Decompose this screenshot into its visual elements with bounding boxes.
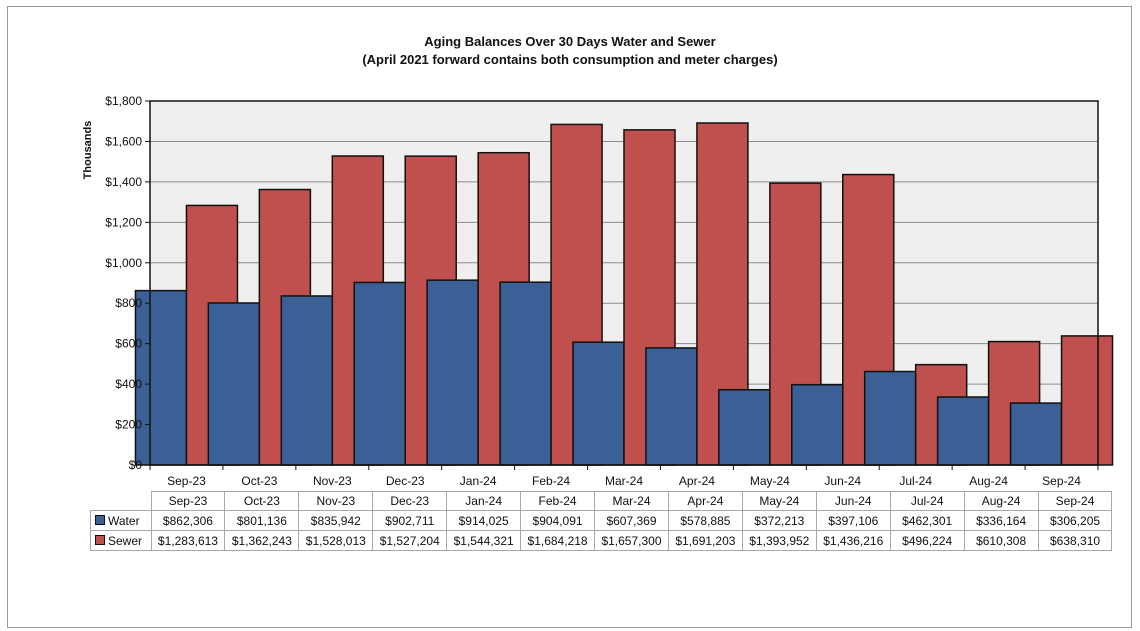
data-label: $1,684,218 [520,530,596,551]
data-label: $801,136 [224,510,300,531]
x-tick-label: Jun-24 [824,474,861,488]
legend-entry: Sewer [90,530,152,551]
x-tick-label: Oct-23 [241,474,277,488]
table-row: Water $862,306 $801,136 $835,942 $902,711 $91… [90,510,1113,531]
x-tick-label: May-24 [750,474,790,488]
data-label: $1,362,243 [224,530,300,551]
data-label: $372,213 [741,510,817,531]
y-tick-label: $1,400 [105,175,142,189]
data-label: $496,224 [889,530,965,551]
data-label: $638,310 [1037,530,1113,551]
chart-subtitle: (April 2021 forward contains both consum… [362,52,778,67]
bar-water [1009,402,1063,466]
data-label: $336,164 [963,510,1039,531]
legend-swatch [95,535,105,546]
bar-water [426,279,479,466]
table-column-header: Dec-23 [372,491,448,511]
data-label: $904,091 [520,510,596,531]
x-tick-label: Apr-24 [679,474,715,488]
table-column-header: Jan-24 [446,491,522,511]
table-row: Sewer $1,283,613 $1,362,243 $1,528,013 $1,52… [90,530,1113,551]
data-label: $607,369 [594,510,669,531]
y-tick-label: $400 [115,377,142,391]
data-table: Sep-23 Oct-23 Nov-23 Dec-23 Jan-24 Feb-24 Mar-… [90,491,1113,551]
legend-entry: Water [90,510,152,531]
data-label: $1,528,013 [298,530,374,551]
data-label: $1,283,613 [150,530,226,551]
x-tick-label: Dec-23 [386,474,425,488]
y-tick-label: $200 [115,418,142,432]
data-label: $578,885 [667,510,743,531]
table-column-header: Apr-24 [667,491,743,511]
bar-water [134,289,188,466]
bar-water [572,341,625,466]
legend-swatch [95,515,105,526]
y-tick-label: $1,200 [105,215,142,229]
x-tick-label: Sep-24 [1042,474,1081,488]
table-column-header: Jun-24 [815,491,891,511]
bar-water [791,383,844,466]
table-column-header: Sep-23 [150,491,226,511]
bar-water [863,370,917,466]
data-label: $1,527,204 [372,530,448,551]
x-tick-label: Sep-23 [167,474,206,488]
x-tick-label: Jul-24 [899,474,932,488]
bar-water [353,281,406,466]
bar-water [499,281,552,466]
data-label: $902,711 [372,510,448,531]
table-column-header: Aug-24 [963,491,1039,511]
table-column-header: Feb-24 [520,491,596,511]
axes: $0 $200 $400 $600 $800 $1,000 $1,200 $1,400 $1,6… [105,94,1099,488]
table-column-header: Mar-24 [594,491,669,511]
bar-water [645,347,698,466]
bar-water [936,396,990,466]
y-tick-label: $1,600 [105,134,142,148]
data-label: $835,942 [298,510,374,531]
chart-title-block: Aging Balances Over 30 Days Water and Se… [0,33,1140,69]
data-label: $862,306 [150,510,226,531]
y-axis-label: Thousands [82,121,94,180]
data-label: $1,691,203 [667,530,743,551]
y-tick-label: $1,800 [105,94,142,108]
data-label: $462,301 [889,510,965,531]
data-label: $306,205 [1037,510,1113,531]
y-tick-label: $600 [115,337,142,351]
y-tick-label: $800 [115,296,142,310]
bar-water [718,388,771,466]
data-label: $610,308 [963,530,1039,551]
x-tick-label: Feb-24 [532,474,570,488]
data-label: $1,544,321 [446,530,522,551]
bar-water [207,302,261,466]
table-corner [90,491,152,511]
y-tick-label: $0 [129,458,143,472]
table-column-header: Jul-24 [889,491,965,511]
table-column-header: May-24 [741,491,817,511]
data-label: $397,106 [815,510,891,531]
legend-label: Water [108,513,140,528]
bars [134,122,1114,466]
chart-title: Aging Balances Over 30 Days Water and Se… [424,34,716,49]
x-tick-label: Mar-24 [605,474,643,488]
data-label: $1,657,300 [594,530,669,551]
plot-border [149,100,1099,466]
table-column-header: Oct-23 [224,491,300,511]
table-header-row: Sep-23 Oct-23 Nov-23 Dec-23 Jan-24 Feb-24 Mar-… [90,491,1113,511]
table-column-header: Sep-24 [1037,491,1113,511]
y-tick-label: $1,000 [105,256,142,270]
x-tick-label: Jan-24 [460,474,497,488]
bar-sewer [1060,335,1114,466]
bar-water [280,295,334,466]
x-tick-label: Aug-24 [969,474,1008,488]
x-tick-label: Nov-23 [313,474,352,488]
legend-label: Sewer [108,533,143,548]
data-label: $914,025 [446,510,522,531]
data-label: $1,436,216 [815,530,891,551]
table-column-header: Nov-23 [298,491,374,511]
data-label: $1,393,952 [741,530,817,551]
